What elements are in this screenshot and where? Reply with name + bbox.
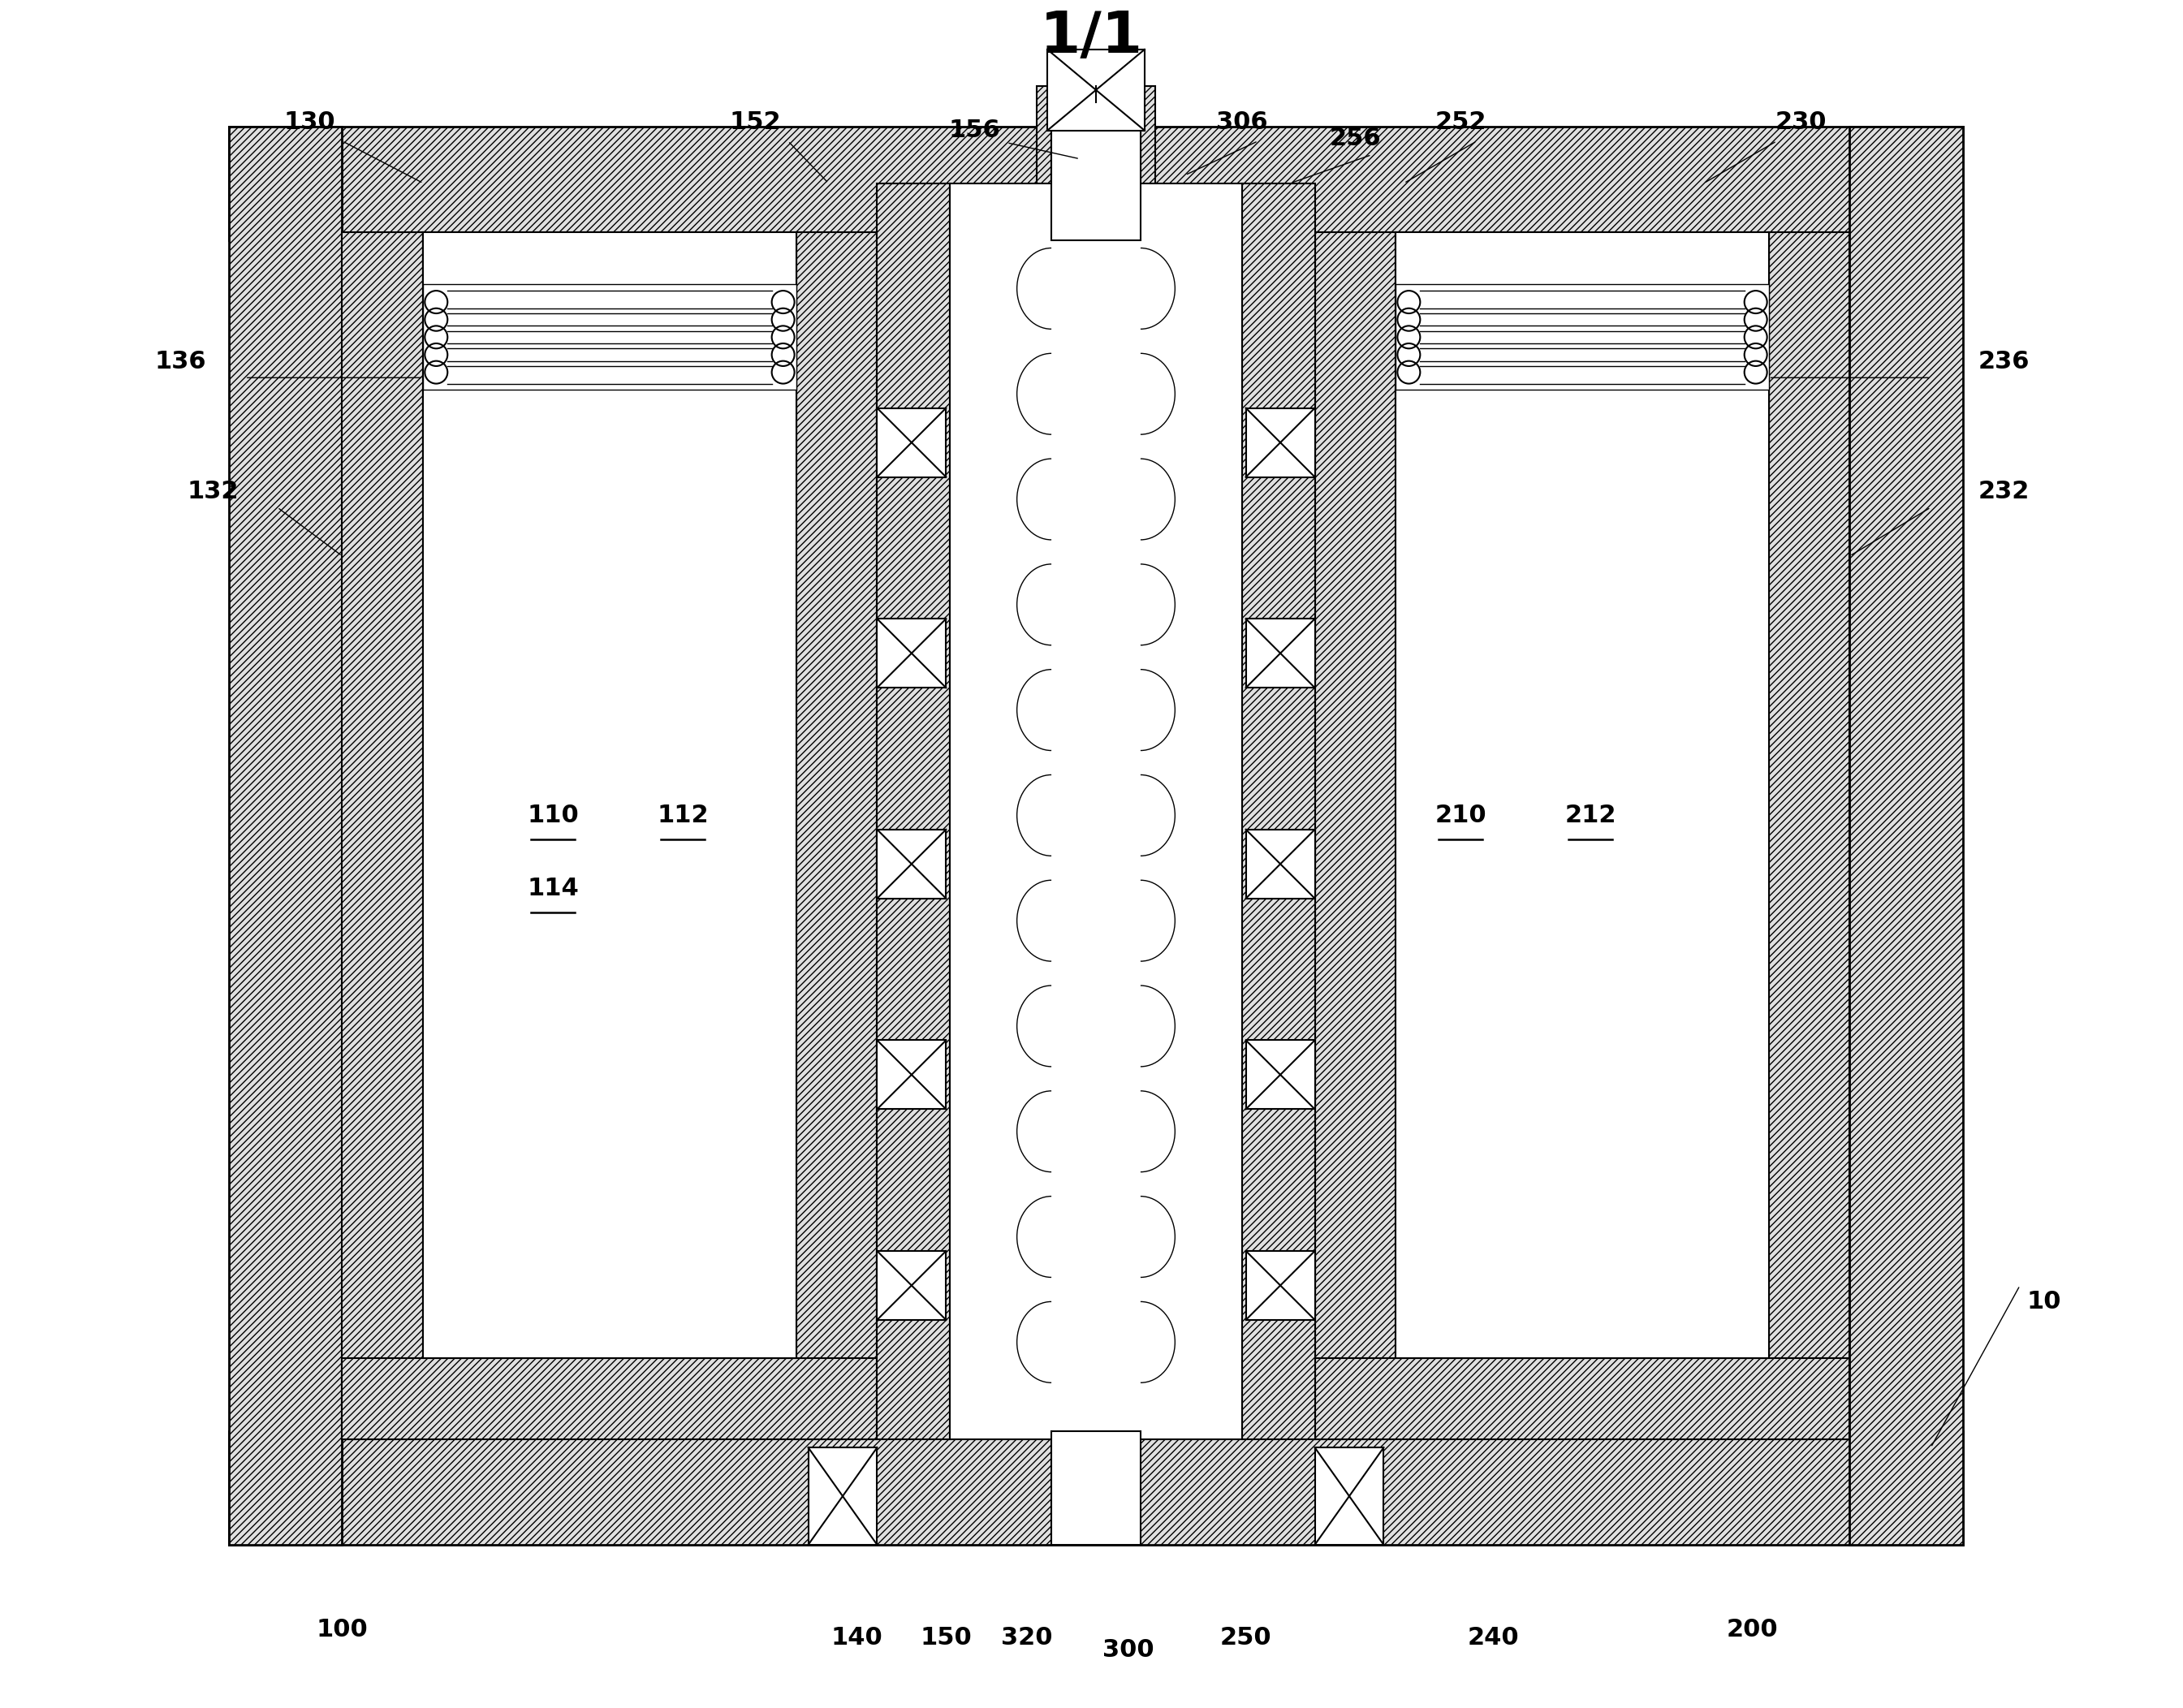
Text: 320: 320 <box>1002 1626 1052 1650</box>
Bar <box>1052 1431 1140 1544</box>
Bar <box>878 1040 945 1108</box>
Bar <box>1246 408 1314 477</box>
Text: 150: 150 <box>921 1626 971 1650</box>
Bar <box>1395 285 1768 389</box>
Bar <box>1395 232 1768 1358</box>
Bar <box>1314 232 1395 1440</box>
Bar <box>1768 232 1849 1440</box>
Bar <box>1395 232 1768 285</box>
Bar <box>878 830 945 898</box>
Bar <box>1314 1447 1384 1544</box>
Bar <box>1037 85 1052 239</box>
Bar <box>878 618 945 688</box>
Bar <box>878 408 945 477</box>
Bar <box>797 232 878 1440</box>
Bar <box>343 1358 878 1440</box>
Text: 252: 252 <box>1434 111 1487 135</box>
Bar <box>229 126 1963 239</box>
Text: 306: 306 <box>1216 111 1268 135</box>
Bar <box>1052 85 1140 239</box>
Text: 250: 250 <box>1220 1626 1273 1650</box>
Text: 10: 10 <box>2028 1290 2061 1313</box>
Bar <box>950 183 1242 1440</box>
Bar <box>1140 85 1155 239</box>
Bar <box>1246 1040 1314 1108</box>
Text: 256: 256 <box>1329 126 1382 150</box>
Text: 1/1: 1/1 <box>1039 9 1142 65</box>
Bar <box>424 285 797 389</box>
Text: 132: 132 <box>188 480 238 502</box>
Bar <box>424 232 797 285</box>
Bar <box>424 389 797 442</box>
Bar <box>229 1431 1963 1544</box>
Text: 140: 140 <box>832 1626 882 1650</box>
Bar <box>1246 618 1314 688</box>
Text: 232: 232 <box>1978 480 2030 502</box>
Text: 112: 112 <box>657 803 709 827</box>
Text: 152: 152 <box>729 111 782 135</box>
Text: 100: 100 <box>317 1617 369 1641</box>
Text: 130: 130 <box>284 111 336 135</box>
Bar <box>1242 183 1314 1440</box>
Text: 212: 212 <box>1565 803 1615 827</box>
Text: 236: 236 <box>1978 350 2030 374</box>
Bar <box>343 232 424 1440</box>
Text: 300: 300 <box>1102 1638 1155 1662</box>
Bar <box>1246 1250 1314 1320</box>
Text: 230: 230 <box>1775 111 1827 135</box>
Text: 200: 200 <box>1727 1617 1779 1641</box>
Bar <box>808 1447 878 1544</box>
Bar <box>878 183 950 1440</box>
Text: 240: 240 <box>1467 1626 1519 1650</box>
Text: 136: 136 <box>155 350 205 374</box>
Text: 156: 156 <box>947 120 1000 142</box>
Text: 210: 210 <box>1434 803 1487 827</box>
Bar <box>1395 389 1768 442</box>
Bar <box>1849 126 1963 1544</box>
Bar <box>878 1250 945 1320</box>
Text: 110: 110 <box>526 803 578 827</box>
Text: 114: 114 <box>526 876 578 900</box>
Bar <box>1246 830 1314 898</box>
Bar <box>1048 50 1144 130</box>
Bar <box>424 232 797 1358</box>
Bar <box>229 126 343 1544</box>
Bar <box>1314 1358 1849 1440</box>
